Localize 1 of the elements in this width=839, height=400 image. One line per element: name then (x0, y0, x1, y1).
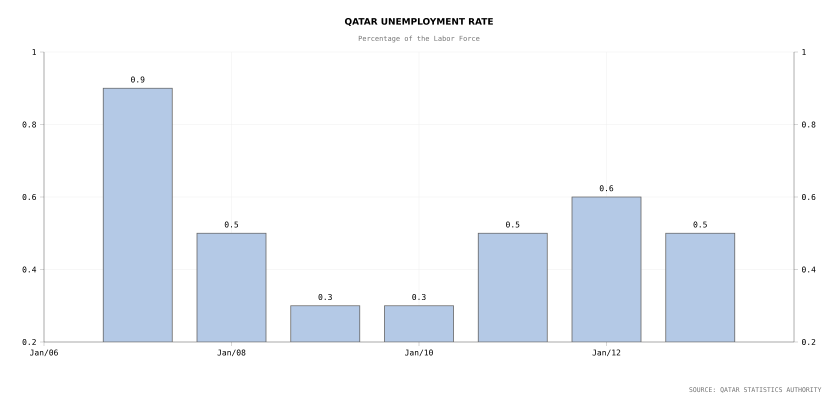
chart-title: QATAR UNEMPLOYMENT RATE (344, 18, 493, 26)
